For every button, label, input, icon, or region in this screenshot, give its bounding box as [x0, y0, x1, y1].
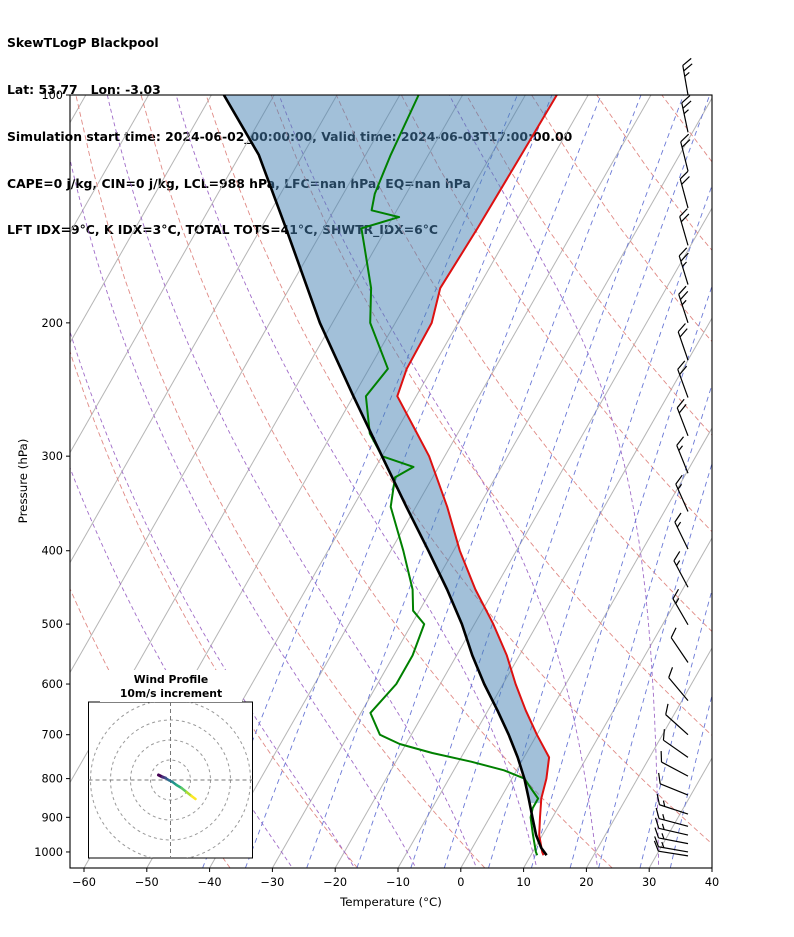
hodograph-subtitle: 10m/s increment: [120, 687, 222, 700]
y-tick-label: 100: [41, 89, 63, 102]
hodograph-title-background: [100, 670, 242, 702]
y-tick-label: 200: [41, 317, 63, 330]
x-tick-label: −60: [72, 876, 96, 889]
wind-barbs: [653, 57, 693, 857]
axis-labels: Temperature (°C) Pressure (hPa): [16, 439, 442, 909]
x-tick-label: 20: [579, 876, 593, 889]
temperature-curve: [396, 95, 558, 856]
y-tick-label: 500: [41, 618, 63, 631]
x-tick-label: −40: [198, 876, 222, 889]
y-tick-label: 300: [41, 450, 63, 463]
y-tick-label: 600: [41, 678, 63, 691]
y-tick-label: 900: [41, 811, 63, 824]
y-axis-label: Pressure (hPa): [16, 439, 30, 524]
hodograph-trace-segment: [190, 794, 197, 801]
dewpoint-curve: [360, 95, 540, 856]
axis-ticks: −60 −50 −40 −30 −20 −10 0 10 20 30 40 100 200 300 400 5…: [34, 89, 719, 889]
y-tick-label: 1000: [34, 846, 63, 859]
x-tick-label: 10: [516, 876, 530, 889]
x-tick-label: −20: [323, 876, 347, 889]
hodograph-header: Wind Profile 10m/s increment: [100, 670, 242, 702]
y-tick-label: 700: [41, 729, 63, 742]
x-tick-label: 0: [457, 876, 464, 889]
hodograph-title: Wind Profile: [134, 673, 208, 686]
x-tick-label: 30: [642, 876, 656, 889]
parcel-curve: [222, 95, 548, 856]
y-tick-label: 400: [41, 545, 63, 558]
x-tick-label: 40: [705, 876, 719, 889]
hodograph-inset: [88, 701, 253, 859]
cape-shading: [223, 95, 557, 804]
location-line: Lat: 53.77 Lon: -3.03: [7, 81, 161, 97]
x-tick-label: −10: [386, 876, 410, 889]
y-tick-label: 800: [41, 773, 63, 786]
plot-frame: [69, 94, 713, 869]
x-tick-label: −50: [135, 876, 159, 889]
page-title: SkewTLogP Blackpool: [7, 35, 159, 51]
x-tick-label: −30: [260, 876, 284, 889]
x-axis-label: Temperature (°C): [339, 895, 442, 909]
